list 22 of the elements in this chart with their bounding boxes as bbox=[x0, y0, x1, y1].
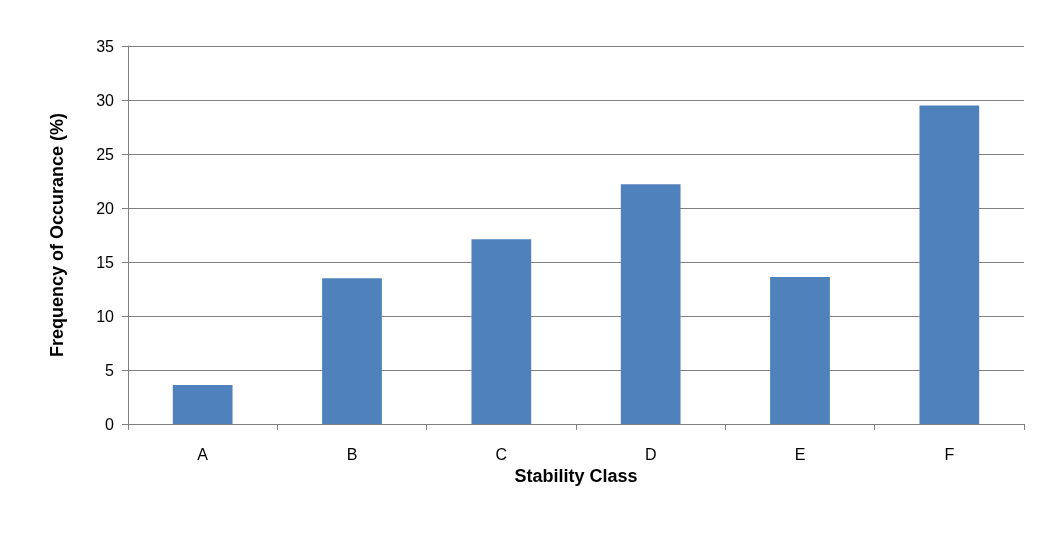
y-tick-label: 10 bbox=[96, 307, 115, 325]
y-tick-label: 35 bbox=[96, 37, 115, 55]
bar bbox=[919, 105, 980, 424]
y-axis-title: Frequency of Occurance (%) bbox=[47, 112, 67, 358]
x-tick-label: D bbox=[644, 445, 657, 463]
bar bbox=[770, 277, 830, 424]
x-tick-label: A bbox=[197, 445, 209, 463]
y-tick-label: 15 bbox=[96, 253, 115, 271]
bar bbox=[620, 184, 681, 424]
bar bbox=[322, 278, 382, 424]
x-tick-label: E bbox=[794, 445, 806, 463]
y-tick-label: 30 bbox=[96, 91, 115, 109]
y-tick-label: 20 bbox=[96, 199, 115, 217]
bar bbox=[471, 239, 532, 424]
bar bbox=[172, 385, 233, 424]
y-tick-label: 0 bbox=[105, 415, 115, 433]
x-axis-title: Stability Class bbox=[514, 465, 638, 486]
x-tick-label: B bbox=[346, 445, 358, 463]
x-tick-label: C bbox=[495, 445, 508, 463]
y-tick-label: 5 bbox=[105, 361, 115, 379]
y-tick-label: 25 bbox=[96, 145, 115, 163]
x-tick-label: F bbox=[944, 445, 955, 463]
